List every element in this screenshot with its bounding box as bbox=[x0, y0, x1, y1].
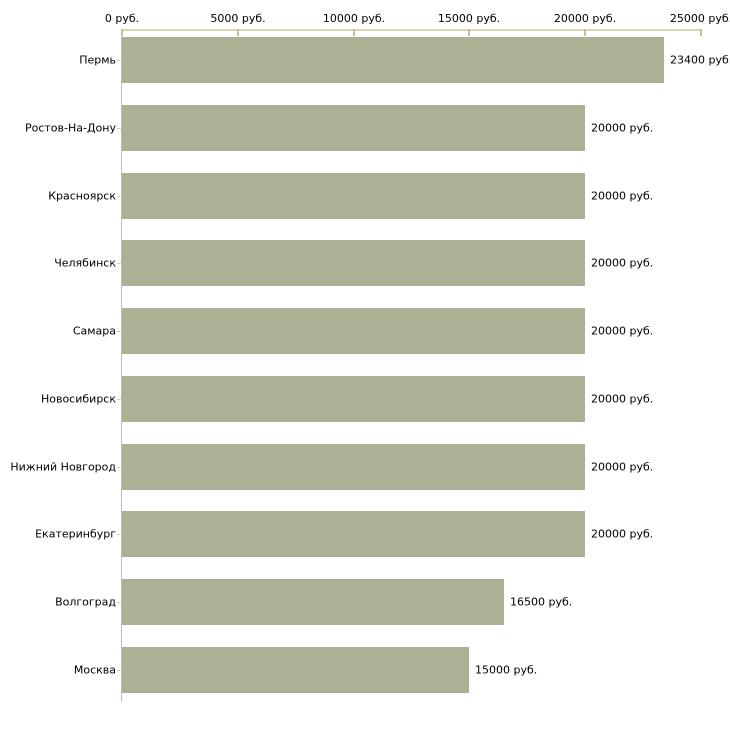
category-tick bbox=[117, 60, 122, 61]
x-axis-tick-label: 20000 руб. bbox=[553, 12, 617, 25]
category-tick bbox=[117, 602, 122, 603]
category-label: Красноярск bbox=[48, 189, 116, 203]
value-label: 20000 руб. bbox=[591, 324, 654, 338]
category-tick bbox=[117, 331, 122, 332]
value-label: 20000 руб. bbox=[591, 527, 654, 541]
x-axis-tick-label: 25000 руб. bbox=[669, 12, 730, 25]
category-tick bbox=[117, 467, 122, 468]
value-label: 20000 руб. bbox=[591, 392, 654, 406]
x-axis-tick bbox=[237, 29, 239, 36]
value-label: 16500 руб. bbox=[510, 595, 573, 609]
category-label: Москва bbox=[73, 663, 116, 677]
x-axis-tick bbox=[121, 29, 123, 36]
bar bbox=[122, 37, 664, 83]
bar bbox=[122, 240, 585, 286]
x-axis-tick-label: 0 руб. bbox=[104, 12, 140, 25]
category-label: Екатеринбург bbox=[35, 527, 116, 541]
bar bbox=[122, 579, 504, 625]
y-axis-line bbox=[121, 29, 122, 702]
category-label: Нижний Новгород bbox=[10, 460, 116, 474]
category-tick bbox=[117, 196, 122, 197]
value-label: 20000 руб. bbox=[591, 121, 654, 135]
category-label: Волгоград bbox=[55, 595, 116, 609]
category-tick bbox=[117, 534, 122, 535]
value-label: 20000 руб. bbox=[591, 189, 654, 203]
value-label: 23400 руб. bbox=[670, 53, 730, 67]
x-axis-tick bbox=[700, 29, 702, 36]
x-axis-tick-label: 15000 руб. bbox=[437, 12, 501, 25]
category-label: Самара bbox=[72, 324, 116, 338]
x-axis-tick bbox=[353, 29, 355, 36]
x-axis-tick-label: 10000 руб. bbox=[322, 12, 386, 25]
bar bbox=[122, 376, 585, 422]
category-label: Пермь bbox=[79, 53, 116, 67]
value-label: 15000 руб. bbox=[475, 663, 538, 677]
category-label: Челябинск bbox=[54, 256, 116, 270]
bar bbox=[122, 105, 585, 151]
bar bbox=[122, 444, 585, 490]
category-tick bbox=[117, 263, 122, 264]
category-tick bbox=[117, 128, 122, 129]
x-axis-tick bbox=[584, 29, 586, 36]
x-axis-tick-label: 5000 руб. bbox=[210, 12, 266, 25]
bar bbox=[122, 511, 585, 557]
value-label: 20000 руб. bbox=[591, 460, 654, 474]
bar bbox=[122, 647, 469, 693]
bar bbox=[122, 173, 585, 219]
x-axis-tick bbox=[468, 29, 470, 36]
category-label: Новосибирск bbox=[40, 392, 116, 406]
category-label: Ростов-На-Дону bbox=[24, 121, 116, 135]
category-tick bbox=[117, 670, 122, 671]
x-axis-line bbox=[122, 29, 701, 31]
category-tick bbox=[117, 399, 122, 400]
value-label: 20000 руб. bbox=[591, 256, 654, 270]
bar bbox=[122, 308, 585, 354]
